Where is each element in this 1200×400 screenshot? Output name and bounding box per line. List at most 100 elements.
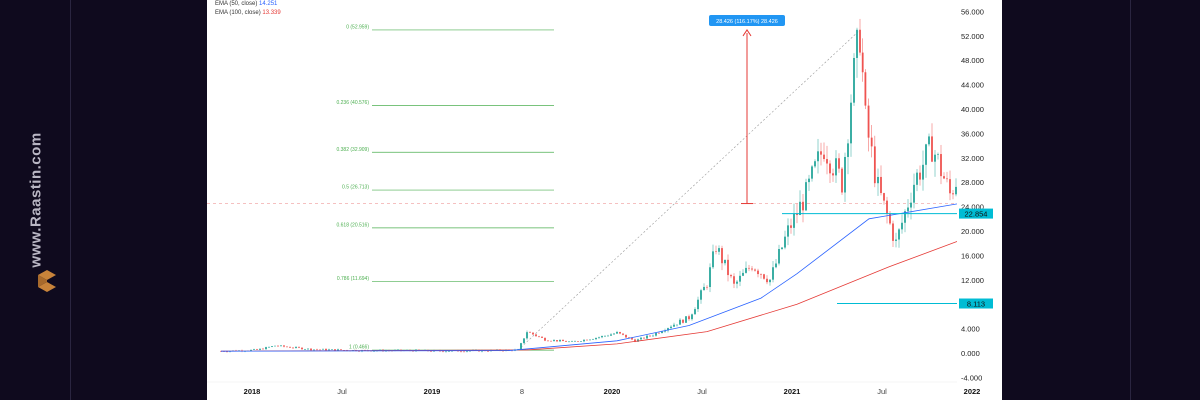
candle-body	[727, 259, 729, 276]
y-tick-label: 32.000	[961, 154, 984, 163]
candle-body	[625, 334, 627, 338]
candle-body	[265, 347, 267, 350]
candle-body	[640, 337, 642, 340]
candle-body	[748, 267, 750, 269]
candle-body	[553, 340, 555, 341]
candle-body	[628, 337, 630, 338]
candle-body	[220, 351, 222, 352]
x-tick-label: 2018	[244, 387, 261, 396]
candle-body	[724, 259, 726, 264]
candle-body	[808, 178, 810, 183]
measure-label: 28.426 (116.17%) 28.426	[716, 19, 778, 25]
candle-body	[676, 324, 678, 326]
candle-body	[463, 351, 465, 353]
y-tick-label: 20.000	[961, 227, 984, 236]
candle-body	[631, 337, 633, 340]
candle-body	[934, 154, 936, 162]
candle-body	[772, 267, 774, 280]
candle-body	[319, 349, 321, 351]
candle-body	[802, 201, 804, 211]
y-tick-label: 48.000	[961, 56, 984, 65]
candle-body	[742, 272, 744, 276]
candle-body	[895, 239, 897, 241]
candle-body	[655, 332, 657, 336]
candle-body	[844, 156, 846, 193]
candle-body	[781, 247, 783, 249]
ema100-line	[220, 233, 1002, 352]
candle-body	[523, 338, 525, 344]
candle-body	[316, 349, 318, 351]
candle-body	[340, 349, 342, 351]
candle-body	[691, 314, 693, 320]
candle-body	[544, 337, 546, 341]
candle-body	[901, 222, 903, 230]
candle-body	[817, 151, 819, 162]
candle-body	[571, 341, 573, 342]
candle-body	[952, 193, 954, 195]
level-badge-label: 8.113	[967, 300, 985, 309]
candle-body	[604, 335, 606, 337]
measure-label-bg	[709, 15, 785, 26]
y-tick-label: 52.000	[961, 32, 984, 41]
candle-body	[823, 154, 825, 160]
candle-body	[310, 348, 312, 351]
candle-body	[283, 345, 285, 347]
candle-body	[922, 164, 924, 180]
candle-body	[442, 351, 444, 352]
candle-body	[955, 186, 957, 195]
candle-body	[688, 316, 690, 320]
candle-body	[301, 347, 303, 350]
x-tick-label: 2022	[964, 387, 981, 396]
candle-body	[334, 349, 336, 351]
x-tick-label: Jul	[337, 387, 347, 396]
ema50-line	[220, 200, 1002, 352]
candle-body	[658, 332, 660, 334]
candle-body	[313, 349, 315, 351]
candle-body	[853, 57, 855, 103]
price-chart[interactable]: 0 (52.959) 0.236 (40.576) 0.382 (32.909) 0.…	[207, 0, 1002, 400]
candle-body	[622, 333, 624, 335]
candle-body	[766, 278, 768, 283]
candle-body	[550, 340, 552, 342]
candle-body	[730, 275, 732, 277]
candle-body	[673, 324, 675, 327]
candle-body	[541, 336, 543, 338]
y-tick-label: 4.000	[961, 325, 980, 334]
candle-body	[889, 213, 891, 224]
price-axis-bg	[957, 0, 1002, 400]
y-tick-label: 0.000	[961, 349, 980, 358]
candle-body	[598, 337, 600, 338]
y-tick-label: 16.000	[961, 251, 984, 260]
candle-body	[829, 163, 831, 174]
candle-body	[649, 335, 651, 337]
brand-watermark: www.Raastin.com	[12, 0, 60, 400]
candle-body	[586, 339, 588, 341]
y-tick-label: 36.000	[961, 129, 984, 138]
chart-panel[interactable]: 0 (52.959) 0.236 (40.576) 0.382 (32.909) 0.…	[207, 0, 1002, 400]
candle-body	[760, 274, 762, 275]
candle-body	[274, 345, 276, 347]
x-tick-label: 8	[520, 387, 524, 396]
candle-body	[694, 309, 696, 315]
candle-body	[574, 341, 576, 342]
candle-body	[445, 351, 447, 353]
candle-body	[568, 341, 570, 343]
fib-label: 1 (0.466)	[349, 345, 369, 351]
candle-body	[271, 346, 273, 347]
level-badge	[959, 298, 993, 309]
candle-body	[826, 159, 828, 164]
candle-body	[577, 341, 579, 342]
candle-body	[769, 279, 771, 283]
candle-body	[919, 172, 921, 180]
candle-body	[907, 207, 909, 212]
raastin-logo-icon	[38, 270, 56, 292]
candle-body	[861, 52, 864, 73]
candle-body	[805, 182, 807, 211]
candle-body	[733, 276, 735, 284]
candle-body	[295, 346, 297, 348]
candle-body	[745, 267, 747, 273]
fib-label: 0.382 (32.909)	[336, 147, 369, 153]
candle-body	[679, 319, 681, 325]
candle-body	[925, 144, 927, 165]
candle-body	[880, 176, 882, 194]
